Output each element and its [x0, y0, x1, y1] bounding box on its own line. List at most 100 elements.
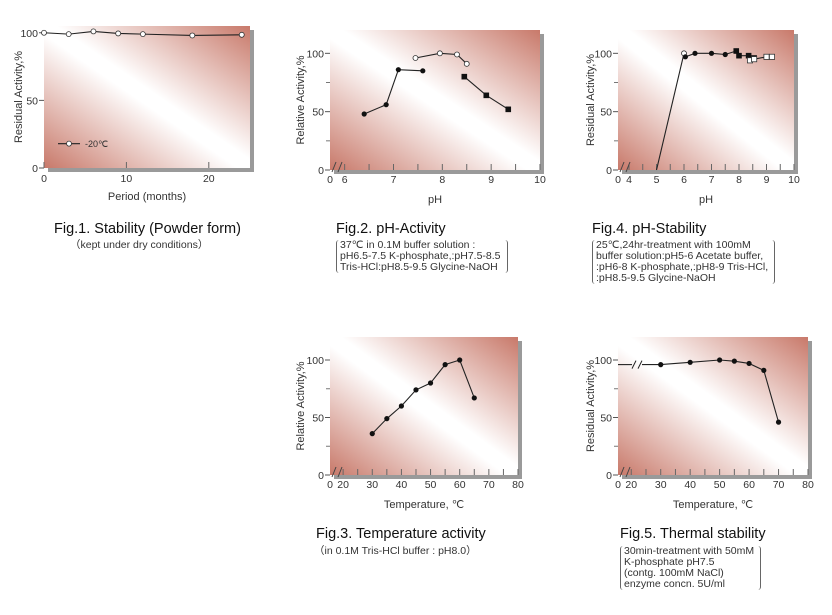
data-point [717, 357, 723, 363]
y-axis-label: Residual Activity,% [13, 51, 25, 143]
figure-2-note-line: pH6.5-7.5 K-phosphate,:pH7.5-8.5 [340, 250, 501, 262]
x-origin-label: 0 [327, 174, 333, 186]
x-tick-label: 7 [391, 174, 397, 186]
data-point [427, 380, 434, 386]
data-point [736, 52, 742, 59]
x-tick-label: 20 [337, 479, 349, 491]
data-point [682, 54, 688, 60]
data-point [775, 419, 782, 425]
data-point [457, 357, 463, 363]
y-axis-label: Relative Activity,% [295, 55, 307, 144]
plot-area [330, 337, 518, 475]
figure-1-stability: 0 50 100 0 10 20 Period (months) Residual Activ… [0, 0, 290, 260]
y-axis-label: Relative Activity,% [295, 361, 307, 450]
y-tick-label: 0 [606, 165, 612, 177]
axis-break-mark [619, 466, 625, 478]
y-tick-label: 50 [26, 95, 38, 107]
x-tick-label: 80 [512, 479, 524, 491]
x-tick-label: 0 [41, 173, 47, 185]
figure-4-note-line: :pH6-8 K-phosphate,:pH8-9 Tris-HCl, [596, 261, 769, 273]
x-tick-label: 6 [681, 174, 687, 186]
data-point [761, 367, 767, 373]
data-point [505, 106, 512, 113]
y-tick-label: 100 [306, 48, 324, 60]
data-point [768, 53, 775, 60]
x-tick-label: 10 [788, 174, 800, 186]
data-point [90, 28, 97, 35]
data-point [722, 51, 728, 58]
figure-4-note-line: 25℃,24hr-treatment with 100mM [596, 239, 751, 251]
figure-2-note-line: 37℃ in 0.1M buffer solution : [340, 239, 476, 251]
figure-2-note-line: Tris-HCl:pH8.5-9.5 Glycine-NaOH [340, 261, 498, 273]
series-line [655, 53, 685, 171]
data-point [463, 60, 470, 67]
data-point [436, 50, 443, 57]
data-point [413, 387, 419, 393]
x-tick-label: 40 [396, 479, 408, 491]
data-point [746, 360, 752, 367]
x-tick-label: 20 [625, 479, 637, 491]
y-tick-label: 100 [306, 355, 324, 367]
x-tick-label: 8 [439, 174, 445, 186]
x-tick-label: 20 [203, 173, 215, 185]
figure-1-subtitle: （kept under dry conditions） [70, 239, 209, 251]
data-point [461, 73, 468, 80]
data-point [361, 111, 367, 117]
y-tick-label: 0 [318, 470, 324, 482]
data-point [420, 68, 426, 74]
y-tick-label: 100 [594, 355, 612, 367]
x-tick-label: 10 [121, 173, 133, 185]
x-origin-label: 0 [327, 479, 333, 491]
legend-label: -20℃ [85, 139, 108, 149]
figure-4-title: Fig.4. pH-Stability [592, 221, 707, 237]
axis-break-mark [331, 161, 337, 173]
y-axis-label: Residual Activity,% [585, 360, 597, 452]
x-axis-label: Temperature, ℃ [673, 499, 753, 511]
axis-break-mark [625, 466, 631, 478]
x-tick-label: 6 [342, 174, 348, 186]
figure-5-notes: 30min-treatment with 50mM K-phosphate pH… [620, 545, 762, 590]
x-origin-label: 0 [615, 174, 621, 186]
x-tick-label: 30 [366, 479, 378, 491]
data-point [369, 431, 375, 437]
y-tick-label: 100 [594, 48, 612, 60]
line-break-mark [637, 360, 643, 369]
figure-2-ph-activity: 0 50 100 6 7 8 9 10 0 pH Relative Activity,% Fig.2… [290, 0, 580, 290]
figure-5-note-line: K-phosphate pH7.5 [624, 556, 715, 568]
data-point [41, 29, 47, 36]
chart-thermal-stability: 0 50 100 20 30 40 50 60 70 80 0 Temperature, ℃ Resid… [585, 337, 814, 511]
plot-area [330, 30, 540, 170]
data-point [398, 403, 405, 409]
y-axis-label: Residual Activity,% [585, 54, 597, 146]
x-tick-label: 9 [764, 174, 770, 186]
y-tick-label: 0 [318, 165, 324, 177]
axis-break-mark [337, 466, 343, 478]
y-tick-label: 50 [312, 107, 324, 119]
data-point [471, 395, 477, 401]
figure-5-note-line: 30min-treatment with 50mM [624, 545, 755, 557]
data-point [687, 359, 693, 365]
x-tick-label: 8 [736, 174, 742, 186]
axis-break-mark [331, 466, 337, 478]
x-axis-label: pH [428, 194, 442, 206]
axis-break-mark [337, 161, 343, 173]
data-point [442, 362, 448, 368]
data-point [383, 102, 389, 108]
x-tick-label: 40 [684, 479, 696, 491]
data-point [238, 31, 245, 38]
x-tick-label: 7 [709, 174, 715, 186]
x-tick-label: 80 [802, 479, 814, 491]
data-point [658, 362, 664, 368]
y-tick-label: 50 [600, 107, 612, 119]
y-tick-label: 0 [32, 163, 38, 175]
x-tick-label: 70 [483, 479, 495, 491]
line-break-mark [631, 360, 637, 369]
data-point [115, 30, 122, 37]
figure-3-temperature-activity: 0 50 100 20 30 40 50 60 70 80 0 Temperature, ℃ Relat… [290, 325, 580, 585]
x-tick-label: 9 [488, 174, 494, 186]
x-axis-label: Temperature, ℃ [384, 499, 464, 511]
figure-4-note-line: :pH8.5-9.5 Glycine-NaOH [596, 272, 716, 284]
figure-3-title: Fig.3. Temperature activity [316, 526, 486, 542]
